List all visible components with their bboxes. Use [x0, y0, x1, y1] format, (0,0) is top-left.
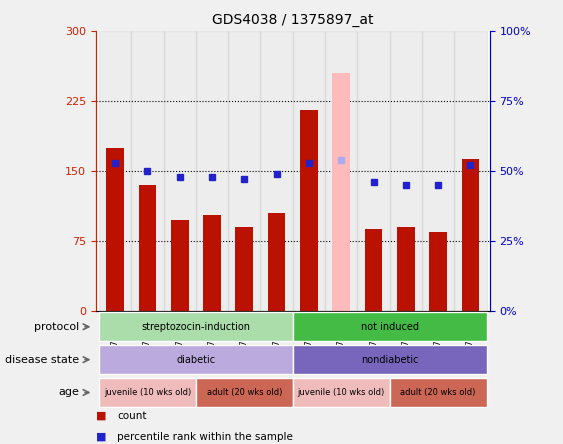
Bar — [203, 215, 221, 311]
Text: count: count — [117, 411, 146, 421]
Bar — [358, 31, 390, 311]
Title: GDS4038 / 1375897_at: GDS4038 / 1375897_at — [212, 13, 373, 27]
Bar — [131, 31, 163, 311]
FancyBboxPatch shape — [99, 312, 293, 341]
Bar — [422, 31, 454, 311]
Text: juvenile (10 wks old): juvenile (10 wks old) — [298, 388, 385, 397]
Text: juvenile (10 wks old): juvenile (10 wks old) — [104, 388, 191, 397]
Bar — [462, 159, 479, 311]
Text: ■: ■ — [96, 411, 106, 421]
Bar — [99, 31, 131, 311]
Text: diabetic: diabetic — [176, 355, 216, 365]
Text: not induced: not induced — [361, 322, 419, 332]
Bar — [293, 31, 325, 311]
Bar — [390, 31, 422, 311]
Bar — [365, 229, 382, 311]
FancyBboxPatch shape — [99, 378, 196, 407]
FancyBboxPatch shape — [196, 378, 293, 407]
Text: adult (20 wks old): adult (20 wks old) — [400, 388, 476, 397]
Bar — [268, 213, 285, 311]
Bar — [106, 147, 124, 311]
Bar — [171, 220, 189, 311]
Bar — [332, 73, 350, 311]
Bar — [261, 31, 293, 311]
Text: protocol: protocol — [34, 322, 79, 332]
Text: percentile rank within the sample: percentile rank within the sample — [117, 432, 293, 442]
Bar — [235, 227, 253, 311]
Bar — [325, 31, 358, 311]
Bar — [397, 227, 415, 311]
Bar — [138, 185, 157, 311]
Bar — [228, 31, 261, 311]
Text: disease state: disease state — [5, 355, 79, 365]
Text: adult (20 wks old): adult (20 wks old) — [207, 388, 282, 397]
Bar — [300, 110, 318, 311]
Text: age: age — [58, 388, 79, 397]
Bar — [429, 232, 447, 311]
FancyBboxPatch shape — [293, 345, 486, 374]
Bar — [196, 31, 228, 311]
FancyBboxPatch shape — [390, 378, 486, 407]
FancyBboxPatch shape — [99, 345, 293, 374]
Text: nondiabetic: nondiabetic — [361, 355, 418, 365]
Text: streptozocin-induction: streptozocin-induction — [141, 322, 251, 332]
FancyBboxPatch shape — [293, 312, 486, 341]
Bar — [454, 31, 486, 311]
Text: ■: ■ — [96, 432, 106, 442]
Bar — [163, 31, 196, 311]
FancyBboxPatch shape — [293, 378, 390, 407]
